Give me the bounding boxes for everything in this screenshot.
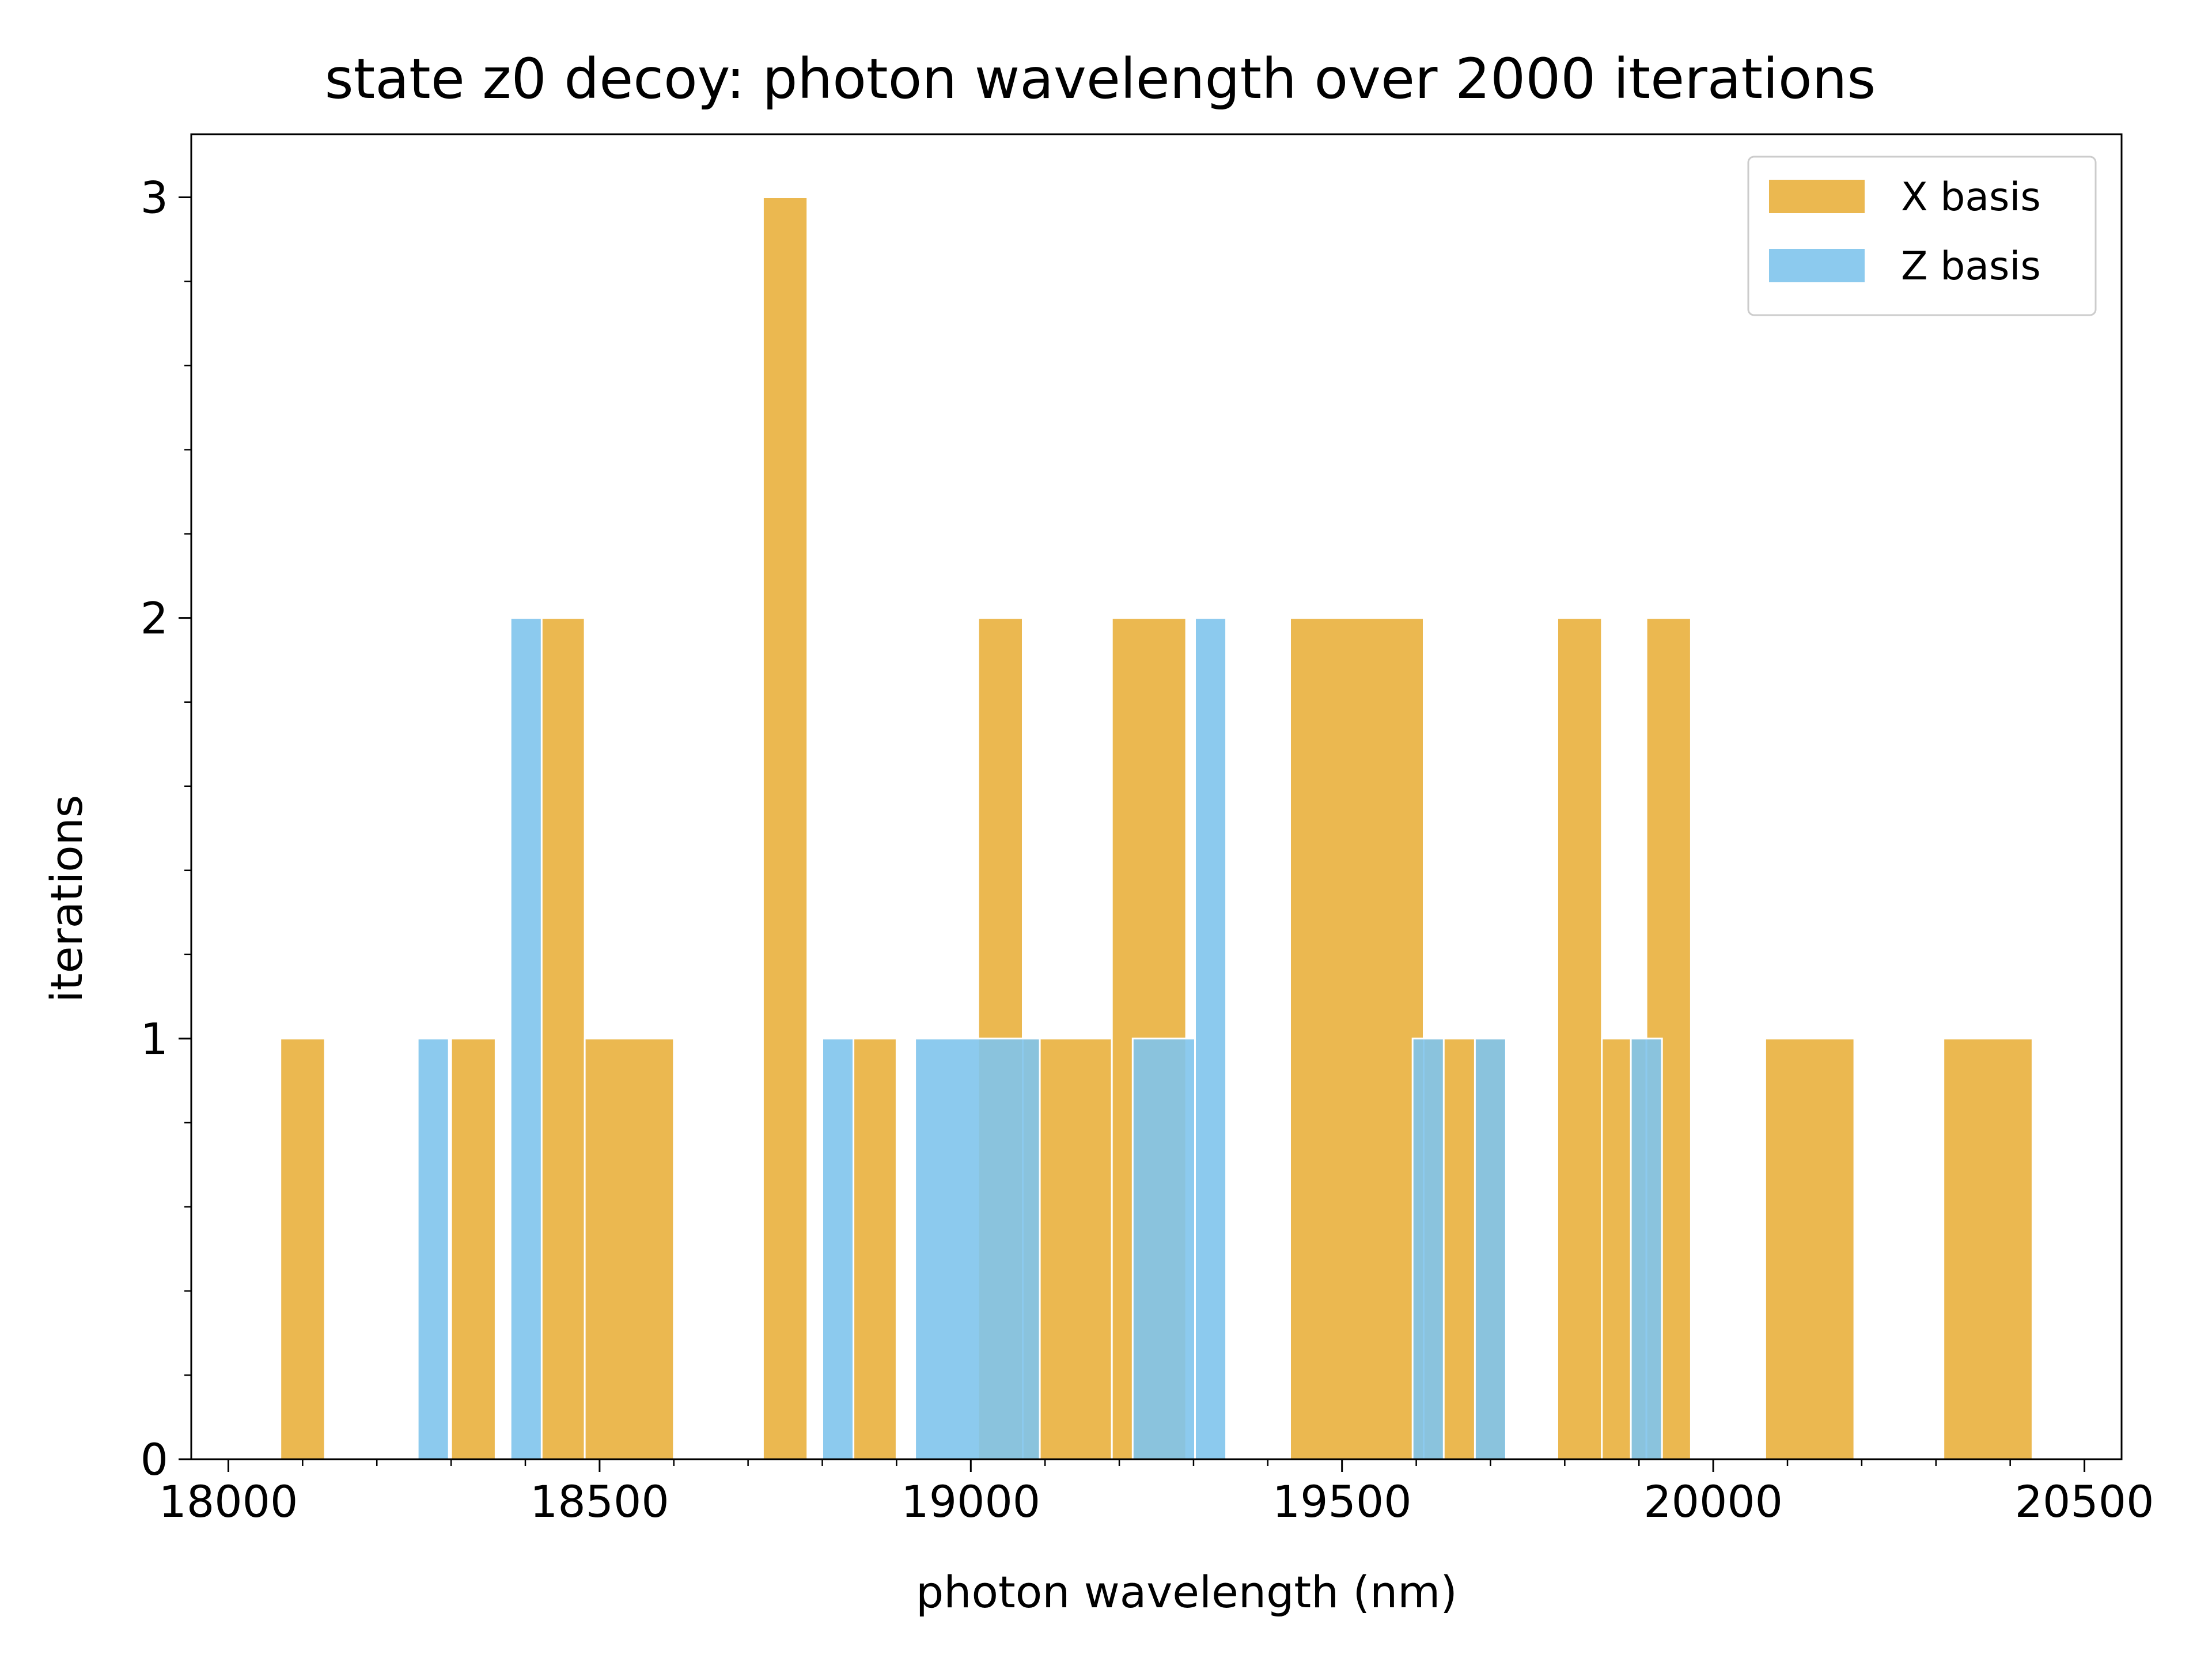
histogram-bar <box>1556 617 1603 1460</box>
histogram-bar <box>821 1038 855 1460</box>
y-tick-label: 3 <box>141 172 168 224</box>
histogram-bar <box>509 617 543 1460</box>
series-z-basis <box>416 617 1663 1460</box>
histogram-bar <box>279 1038 326 1460</box>
y-tick-label: 0 <box>141 1434 168 1485</box>
histogram-bar <box>1289 617 1425 1460</box>
x-axis-label: photon wavelength (nm) <box>916 1566 1457 1618</box>
histogram-bar <box>1411 1038 1445 1460</box>
y-tick-label: 1 <box>141 1013 168 1065</box>
x-tick-label: 18500 <box>530 1476 669 1527</box>
x-tick-label: 18000 <box>159 1476 298 1527</box>
histogram-bar <box>416 1038 450 1460</box>
x-tick-label: 20500 <box>2015 1476 2154 1527</box>
histogram-bar <box>1942 1038 2033 1460</box>
legend-swatch <box>1769 249 1865 282</box>
x-tick-label: 19000 <box>901 1476 1040 1527</box>
histogram-bar <box>851 1038 897 1460</box>
histogram-bar <box>450 1038 497 1460</box>
histogram-bar <box>584 1038 675 1460</box>
legend-label: X basis <box>1901 175 2041 220</box>
histogram-bar <box>762 196 809 1460</box>
axes-layer: 18000 18500 19000 19500 20000 20500 0 1 2 3 <box>141 133 2154 1527</box>
histogram-bar <box>1630 1038 1663 1460</box>
histogram-bar <box>1474 1038 1507 1460</box>
histogram-bar <box>1194 617 1228 1460</box>
histogram-bar <box>1764 1038 1855 1460</box>
x-tick-label: 20000 <box>1643 1476 1783 1527</box>
histogram-bar <box>539 617 586 1460</box>
plot-frame <box>190 133 2123 1460</box>
histogram-bar <box>1131 1038 1196 1460</box>
bars-layer <box>279 196 2033 1460</box>
histogram-bar <box>914 1038 1041 1460</box>
legend-swatch <box>1769 180 1865 213</box>
legend: X basis Z basis <box>1747 156 2097 316</box>
y-axis-label: iterations <box>41 795 92 1003</box>
legend-label: Z basis <box>1901 244 2041 289</box>
chart-title: state z0 decoy: photon wavelength over 2… <box>325 47 1876 111</box>
x-tick-label: 19500 <box>1272 1476 1412 1527</box>
y-tick-label: 2 <box>141 593 168 644</box>
